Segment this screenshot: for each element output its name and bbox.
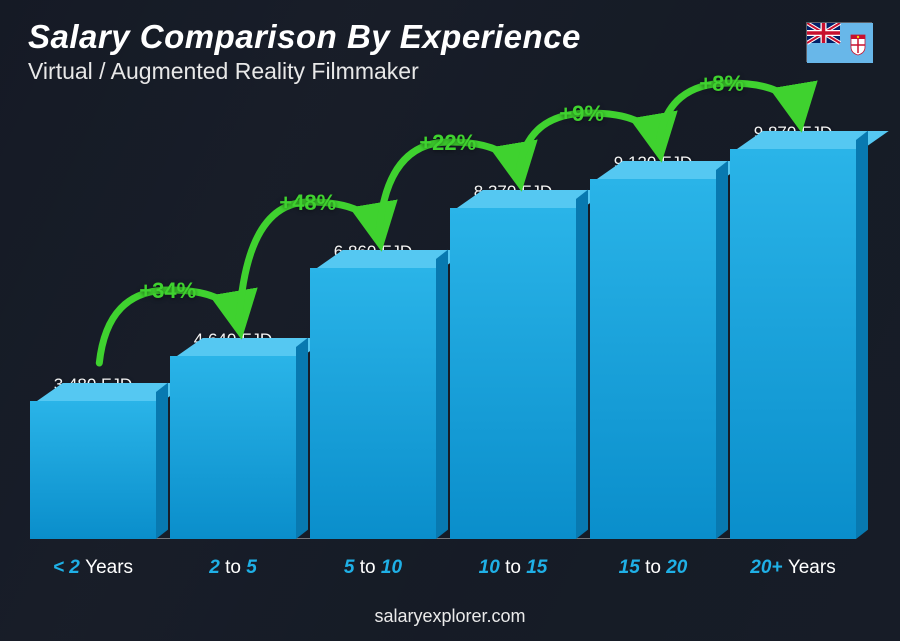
footer-attribution: salaryexplorer.com [0, 606, 900, 627]
bar [310, 268, 436, 539]
page-title: Salary Comparison By Experience [28, 18, 581, 56]
bar-slot: 8,370 FJD [450, 182, 576, 539]
fiji-flag-icon [806, 22, 872, 62]
pct-change-label: +22% [419, 130, 476, 156]
header: Salary Comparison By Experience Virtual … [28, 18, 581, 85]
x-axis-label: < 2 Years [30, 557, 156, 579]
bar [590, 179, 716, 539]
bar [30, 401, 156, 539]
bar-slot: 9,870 FJD [730, 123, 856, 539]
pct-change-label: +34% [139, 278, 196, 304]
bar-slot: 3,480 FJD [30, 375, 156, 539]
bar-slot: 9,120 FJD [590, 153, 716, 539]
page-subtitle: Virtual / Augmented Reality Filmmaker [28, 58, 581, 85]
bar-chart: 3,480 FJD4,640 FJD6,860 FJD8,370 FJD9,12… [30, 110, 856, 579]
x-axis-label: 15 to 20 [590, 557, 716, 579]
bars-container: 3,480 FJD4,640 FJD6,860 FJD8,370 FJD9,12… [30, 110, 856, 539]
bar [730, 149, 856, 539]
pct-change-label: +8% [699, 71, 744, 97]
bar [170, 356, 296, 539]
x-axis-label: 10 to 15 [450, 557, 576, 579]
pct-change-label: +9% [559, 101, 604, 127]
pct-change-label: +48% [279, 190, 336, 216]
x-labels: < 2 Years 2 to 5 5 to 10 10 to 15 15 to 20 20… [30, 557, 856, 579]
x-axis-label: 5 to 10 [310, 557, 436, 579]
bar-slot: 6,860 FJD [310, 242, 436, 539]
x-axis-label: 20+ Years [730, 557, 856, 579]
bar-slot: 4,640 FJD [170, 330, 296, 539]
bar [450, 208, 576, 539]
x-axis-label: 2 to 5 [170, 557, 296, 579]
